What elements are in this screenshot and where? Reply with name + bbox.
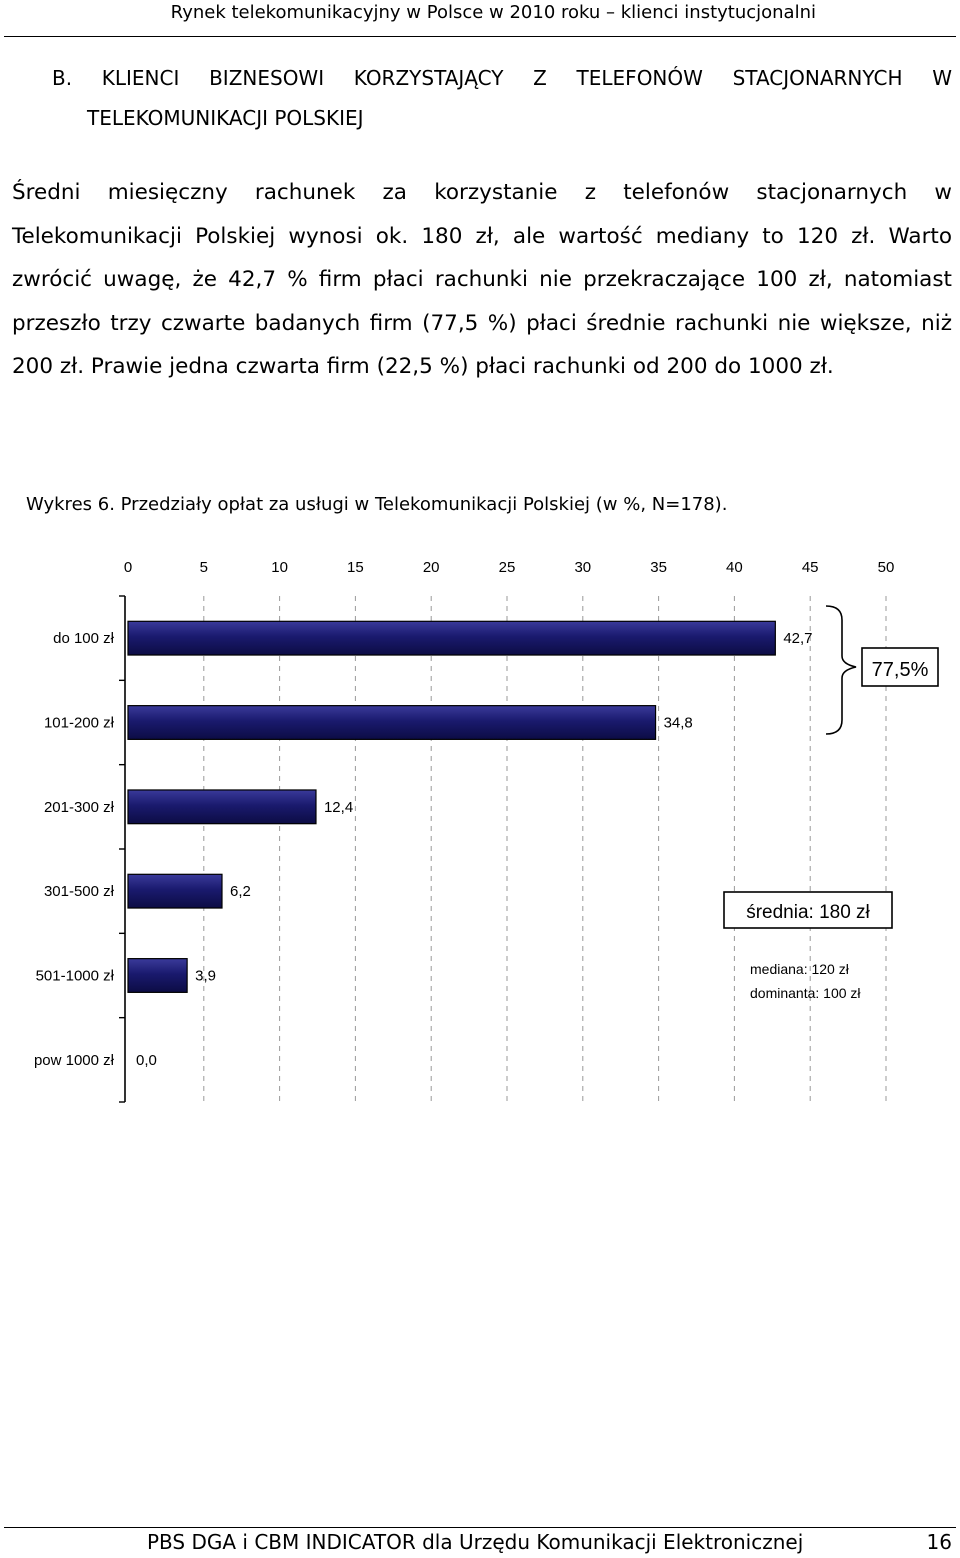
x-tick-labels: 0 5 10 15 20 25 30 35 40 45 50	[124, 559, 895, 576]
x-tick-label: 5	[200, 559, 208, 576]
category-label: pow 1000 zł	[34, 1052, 115, 1069]
x-tick-label: 45	[802, 559, 819, 576]
category-label: 201-300 zł	[44, 799, 115, 816]
category-labels: do 100 zł 101-200 zł 201-300 zł 301-500 zł 5…	[34, 630, 115, 1069]
bracket-label-box	[861, 647, 939, 687]
body-paragraph: Średni miesięczny rachunek za korzystani…	[12, 180, 952, 379]
bracket-brace	[825, 605, 857, 735]
mean-label-box	[723, 891, 893, 929]
value-label: 42,7	[783, 630, 812, 647]
category-label: do 100 zł	[53, 630, 115, 647]
section-heading: B. KLIENCI BIZNESOWI KORZYSTAJĄCY Z TELE…	[52, 58, 952, 138]
header-divider	[4, 36, 956, 37]
footer-divider	[4, 1527, 956, 1528]
bracket-label: 77,5%	[872, 659, 929, 681]
value-label: 34,8	[664, 715, 693, 732]
category-label: 501-1000 zł	[36, 968, 115, 985]
x-tick-label: 15	[347, 559, 364, 576]
x-tick-label: 0	[124, 559, 132, 576]
value-label: 12,4	[324, 799, 353, 816]
value-label: 6,2	[230, 883, 251, 900]
x-tick-label: 40	[726, 559, 743, 576]
x-tick-label: 50	[878, 559, 895, 576]
bar-chart: 0 5 10 15 20 25 30 35 40 45 50 do 100 zł 101-200 zł…	[34, 559, 939, 1103]
footer-text: PBS DGA i CBM INDICATOR dla Urzędu Komun…	[147, 1530, 804, 1554]
bar	[127, 620, 776, 656]
bar	[127, 789, 317, 825]
bar	[127, 873, 223, 909]
page-number: 16	[926, 1530, 952, 1554]
x-tick-label: 25	[499, 559, 516, 576]
median-label: mediana: 120 zł	[750, 961, 850, 977]
section-heading-line2: TELEKOMUNIKACJI POLSKIEJ	[87, 106, 364, 130]
running-header: Rynek telekomunikacyjny w Polsce w 2010 …	[170, 2, 816, 23]
value-label: 3,9	[195, 968, 216, 985]
mode-label: dominanta: 100 zł	[750, 985, 861, 1001]
bar	[127, 958, 188, 993]
category-axis	[119, 595, 126, 1103]
bar	[127, 705, 657, 740]
value-labels: 42,7 34,8 12,4 6,2 3,9 0,0	[136, 630, 813, 1069]
section-heading-line1: B. KLIENCI BIZNESOWI KORZYSTAJĄCY Z TELE…	[52, 66, 952, 90]
figure-caption: Wykres 6. Przedziały opłat za usługi w T…	[26, 494, 728, 515]
category-label: 301-500 zł	[44, 883, 115, 900]
x-tick-label: 30	[574, 559, 591, 576]
x-tick-label: 10	[271, 559, 288, 576]
x-tick-label: 35	[650, 559, 667, 576]
x-tick-label: 20	[423, 559, 440, 576]
bars	[127, 620, 776, 993]
value-label: 0,0	[136, 1052, 157, 1069]
category-label: 101-200 zł	[44, 715, 115, 732]
mean-label: średnia: 180 zł	[746, 902, 870, 923]
grid-lines	[203, 596, 887, 1102]
